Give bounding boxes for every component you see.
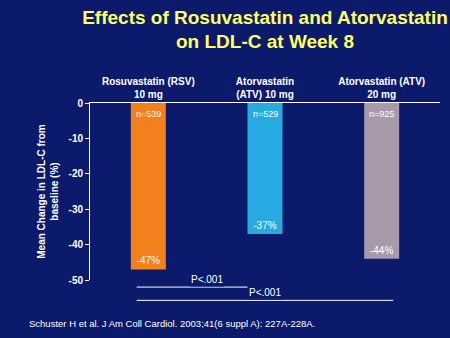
svg-text:-44%: -44% xyxy=(370,245,393,256)
svg-text:n=529: n=529 xyxy=(253,109,278,119)
svg-text:0: 0 xyxy=(77,98,83,109)
svg-text:Effects of Rosuvastatin and At: Effects of Rosuvastatin and Atorvastatin… xyxy=(82,7,448,53)
svg-text:Schuster H et al. J Am Coll Ca: Schuster H et al. J Am Coll Cardiol. 200… xyxy=(29,318,315,329)
svg-text:P<.001: P<.001 xyxy=(191,274,223,285)
svg-text:-50: -50 xyxy=(69,275,84,286)
svg-text:-47%: -47% xyxy=(137,255,160,266)
svg-text:n=925: n=925 xyxy=(369,109,394,119)
svg-text:-30: -30 xyxy=(69,204,84,215)
svg-text:n=539: n=539 xyxy=(136,109,161,119)
svg-text:Atorvastatin (ATV)20 mg: Atorvastatin (ATV)20 mg xyxy=(338,76,425,100)
svg-text:-10: -10 xyxy=(69,133,84,144)
svg-text:-37%: -37% xyxy=(253,220,276,231)
svg-text:-20: -20 xyxy=(69,168,84,179)
svg-text:Rosuvastatin (RSV)10 mg: Rosuvastatin (RSV)10 mg xyxy=(102,76,195,100)
svg-text:P<.001: P<.001 xyxy=(249,287,281,298)
svg-text:Mean Change in LDL-C frombasel: Mean Change in LDL-C frombaseline (%) xyxy=(36,124,60,259)
svg-text:Atorvastatin(ATV) 10 mg: Atorvastatin(ATV) 10 mg xyxy=(236,76,294,100)
svg-text:-40: -40 xyxy=(69,239,84,250)
